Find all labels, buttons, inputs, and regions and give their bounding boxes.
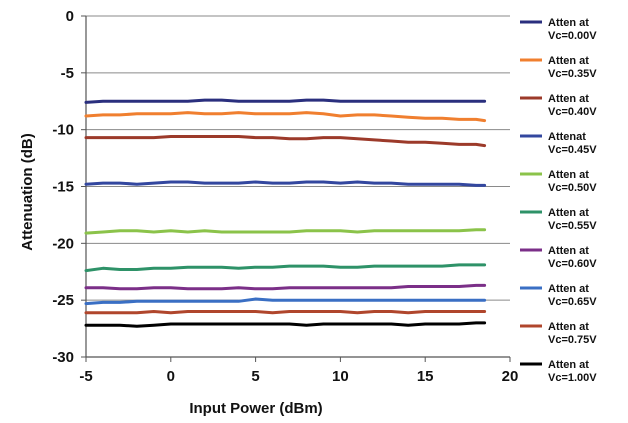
y-tick-label: 0 (66, 8, 74, 25)
series-line-0 (84, 98, 487, 104)
series-lines (84, 98, 487, 328)
y-tick-label: -10 (52, 122, 74, 139)
y-axis-title: Attenuation (dB) (19, 133, 36, 250)
series-line-2 (84, 135, 487, 148)
series-line-1 (84, 111, 487, 123)
y-tick-label: -20 (52, 235, 74, 252)
x-tick-label: 0 (167, 368, 175, 385)
legend-label: Atten at Vc=0.00V (548, 17, 597, 42)
x-tick-label: 15 (417, 368, 434, 385)
legend-label: Atten at Vc=0.40V (548, 93, 597, 118)
x-tick-label: -5 (79, 368, 92, 385)
x-tick-label: 5 (251, 368, 259, 385)
y-tick-label: -5 (61, 65, 74, 82)
legend-label: Atten at Vc=1.00V (548, 359, 597, 384)
x-tick-labels: -5 0 5 10 15 20 (79, 368, 518, 385)
series-line-3 (84, 180, 487, 187)
legend-label: Attenat Vc=0.45V (548, 131, 597, 156)
legend-label: Atten at Vc=0.75V (548, 321, 597, 346)
x-tick-label: 10 (332, 368, 349, 385)
legend-label: Atten at Vc=0.60V (548, 245, 597, 270)
legend: Atten at Vc=0.00V Atten at Vc=0.35V Atten at… (520, 17, 597, 384)
x-tick-label: 20 (502, 368, 519, 385)
x-axis-title: Input Power (dBm) (189, 400, 322, 417)
y-tick-label: -30 (52, 349, 74, 366)
y-tick-label: -25 (52, 292, 74, 309)
series-line-6 (84, 283, 487, 291)
y-tick-label: -15 (52, 179, 74, 196)
legend-label: Atten at Vc=0.50V (548, 169, 597, 194)
series-line-4 (84, 228, 487, 235)
legend-label: Atten at Vc=0.35V (548, 55, 597, 80)
legend-label: Atten at Vc=0.65V (548, 283, 597, 308)
legend-label: Atten at Vc=0.55V (548, 207, 597, 232)
series-line-5 (84, 263, 487, 273)
axes (81, 15, 511, 362)
gridlines (86, 15, 510, 301)
y-tick-labels: 0 -5 -10 -15 -20 -25 -30 (52, 8, 74, 366)
series-line-8 (84, 310, 487, 315)
series-line-9 (84, 321, 487, 328)
series-line-7 (84, 297, 487, 306)
